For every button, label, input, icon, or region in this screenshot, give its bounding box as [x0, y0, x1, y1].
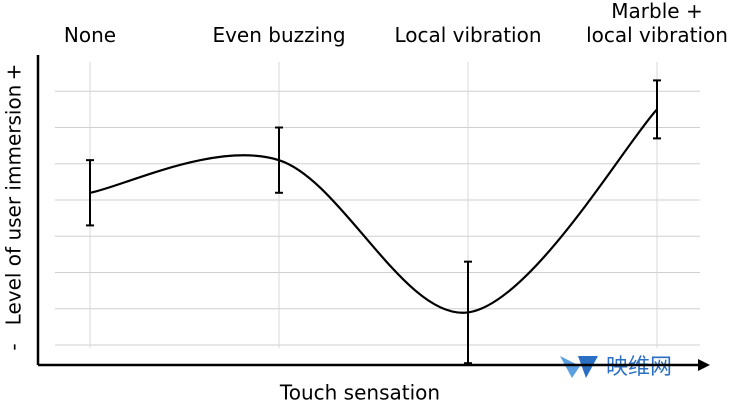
y-max-label: + [2, 64, 26, 81]
x-tick-label: Marble + local vibration [586, 0, 728, 47]
y-min-label: - [2, 343, 26, 350]
x-axis-arrow [698, 359, 710, 371]
y-axis-title: Level of user immersion [2, 85, 26, 326]
x-tick-label: Even buzzing [212, 23, 346, 47]
x-tick-label: Local vibration [394, 23, 542, 47]
x-axis-title: Touch sensation [279, 381, 440, 405]
watermark-logo [560, 356, 598, 378]
x-tick-label: None [63, 23, 117, 47]
line [89, 108, 658, 314]
watermark: 映维网 [606, 355, 672, 380]
